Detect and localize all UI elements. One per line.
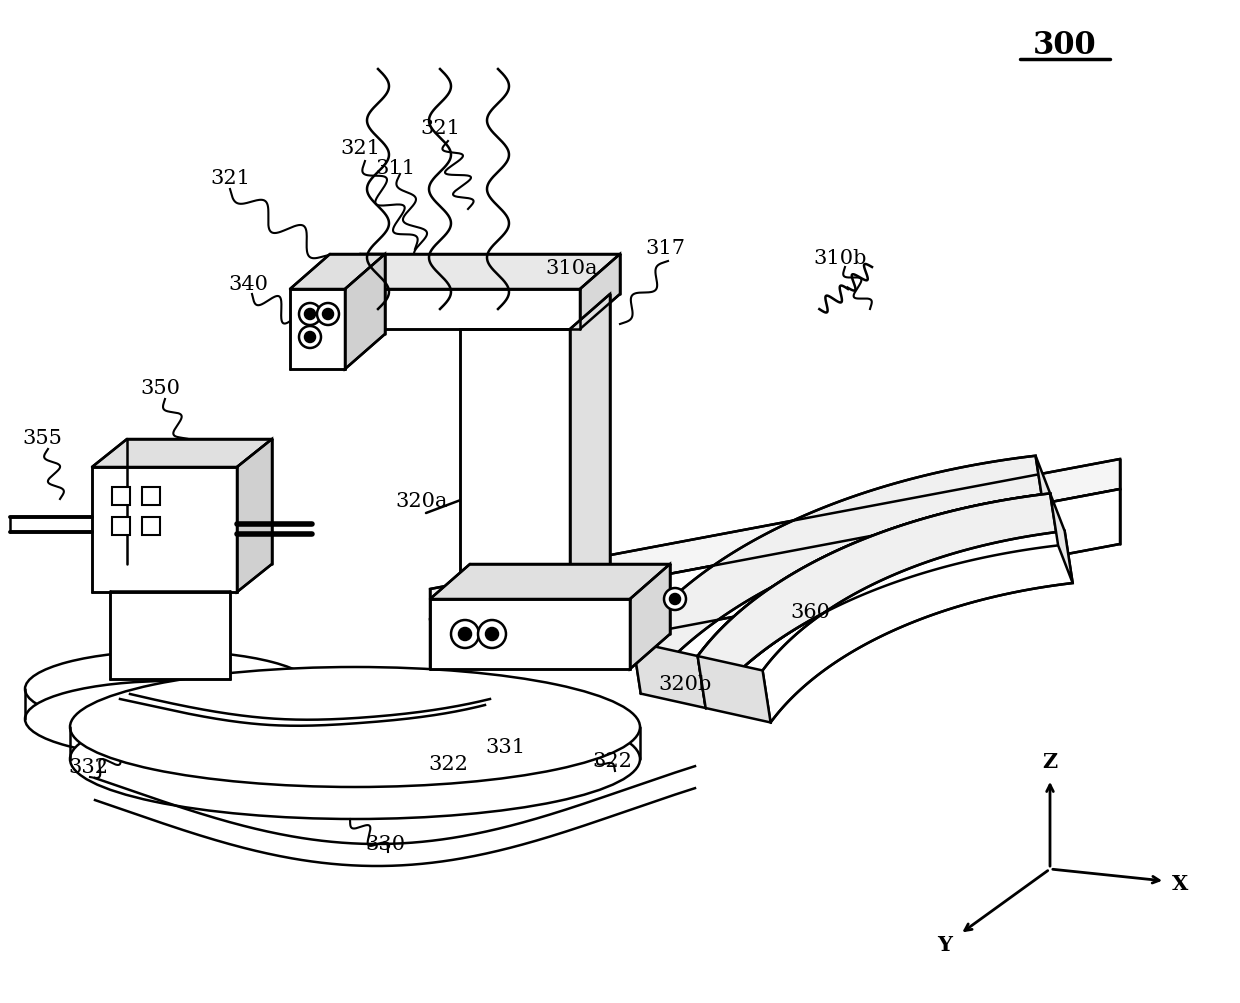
Text: 332: 332 [68, 757, 108, 776]
Polygon shape [570, 295, 610, 639]
Circle shape [322, 310, 334, 320]
Text: 320b: 320b [658, 675, 712, 694]
Ellipse shape [69, 667, 640, 787]
Polygon shape [580, 255, 620, 330]
Text: 320a: 320a [396, 492, 448, 511]
Circle shape [299, 304, 321, 326]
Text: 321: 321 [420, 118, 460, 137]
Polygon shape [112, 518, 130, 536]
Text: 321: 321 [210, 169, 250, 188]
Circle shape [670, 595, 680, 605]
Polygon shape [143, 518, 160, 536]
Circle shape [477, 621, 506, 648]
Polygon shape [763, 532, 1073, 723]
Circle shape [305, 333, 315, 343]
Polygon shape [320, 290, 580, 330]
Text: 322: 322 [591, 752, 632, 770]
Circle shape [451, 621, 479, 648]
Polygon shape [630, 565, 670, 669]
Text: Y: Y [937, 934, 952, 954]
Circle shape [299, 327, 321, 349]
Polygon shape [430, 489, 1120, 674]
Polygon shape [430, 565, 670, 600]
Polygon shape [430, 459, 1120, 620]
Text: 360: 360 [790, 602, 830, 621]
Polygon shape [290, 255, 384, 290]
Text: 331: 331 [485, 738, 525, 756]
Ellipse shape [69, 699, 640, 819]
Polygon shape [698, 656, 770, 723]
Circle shape [663, 589, 686, 611]
Text: 310b: 310b [813, 249, 867, 267]
Text: 340: 340 [228, 275, 268, 294]
Polygon shape [430, 600, 630, 669]
Polygon shape [92, 467, 237, 593]
Polygon shape [1050, 493, 1073, 584]
Text: 350: 350 [140, 378, 180, 397]
Ellipse shape [25, 681, 315, 757]
Polygon shape [290, 290, 345, 370]
Polygon shape [110, 592, 229, 679]
Text: 300: 300 [1033, 29, 1097, 60]
Circle shape [486, 628, 498, 640]
Text: 310a: 310a [546, 258, 598, 277]
Polygon shape [112, 487, 130, 506]
Circle shape [305, 310, 315, 320]
Polygon shape [237, 439, 272, 593]
Text: 322: 322 [428, 754, 467, 773]
Text: 311: 311 [374, 158, 415, 178]
Text: 330: 330 [365, 834, 405, 854]
Text: X: X [1172, 874, 1188, 893]
Circle shape [459, 628, 471, 640]
Ellipse shape [25, 651, 315, 727]
Polygon shape [632, 642, 706, 708]
Polygon shape [698, 493, 1058, 708]
Polygon shape [92, 439, 272, 467]
Polygon shape [143, 487, 160, 506]
Circle shape [317, 304, 339, 326]
Polygon shape [460, 330, 570, 639]
Polygon shape [345, 255, 384, 370]
Polygon shape [1035, 456, 1058, 546]
Polygon shape [320, 255, 620, 290]
Text: 355: 355 [22, 428, 62, 447]
Text: 317: 317 [645, 239, 684, 257]
Text: Z: Z [1043, 751, 1058, 771]
Polygon shape [698, 493, 1058, 708]
Text: 321: 321 [340, 138, 379, 157]
Polygon shape [632, 456, 1044, 694]
